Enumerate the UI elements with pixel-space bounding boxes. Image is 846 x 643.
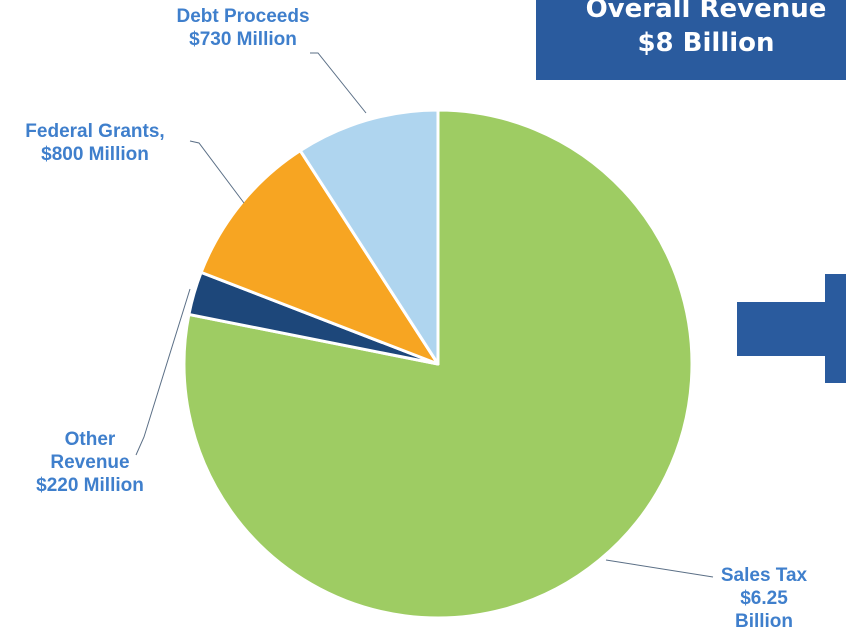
banner-total: $8 Billion <box>637 28 775 58</box>
data-label-debt-proceeds: Debt Proceeds $730 Million <box>176 6 310 50</box>
data-label-other-revenue: Other Revenue $220 Million <box>36 429 144 496</box>
pie-slice-debt-proceeds <box>298 108 440 366</box>
banner-title: Overall Revenue <box>585 0 827 24</box>
data-label-sales-tax: Sales Tax $6.25 Billion <box>720 565 808 632</box>
pie-slices <box>182 108 694 620</box>
leader-line-other-revenue <box>135 288 191 456</box>
right-arrow-icon <box>737 274 846 383</box>
pie-slice-federal-grants <box>199 149 440 366</box>
overall-revenue-banner: Overall Revenue $8 Billion <box>536 0 846 80</box>
leader-lines <box>135 52 714 578</box>
data-label-federal-grants: Federal Grants, $800 Million <box>25 121 165 165</box>
leader-line-federal-grants <box>189 140 245 204</box>
leader-line-sales-tax <box>605 559 714 578</box>
leader-line-debt-proceeds <box>310 52 367 114</box>
